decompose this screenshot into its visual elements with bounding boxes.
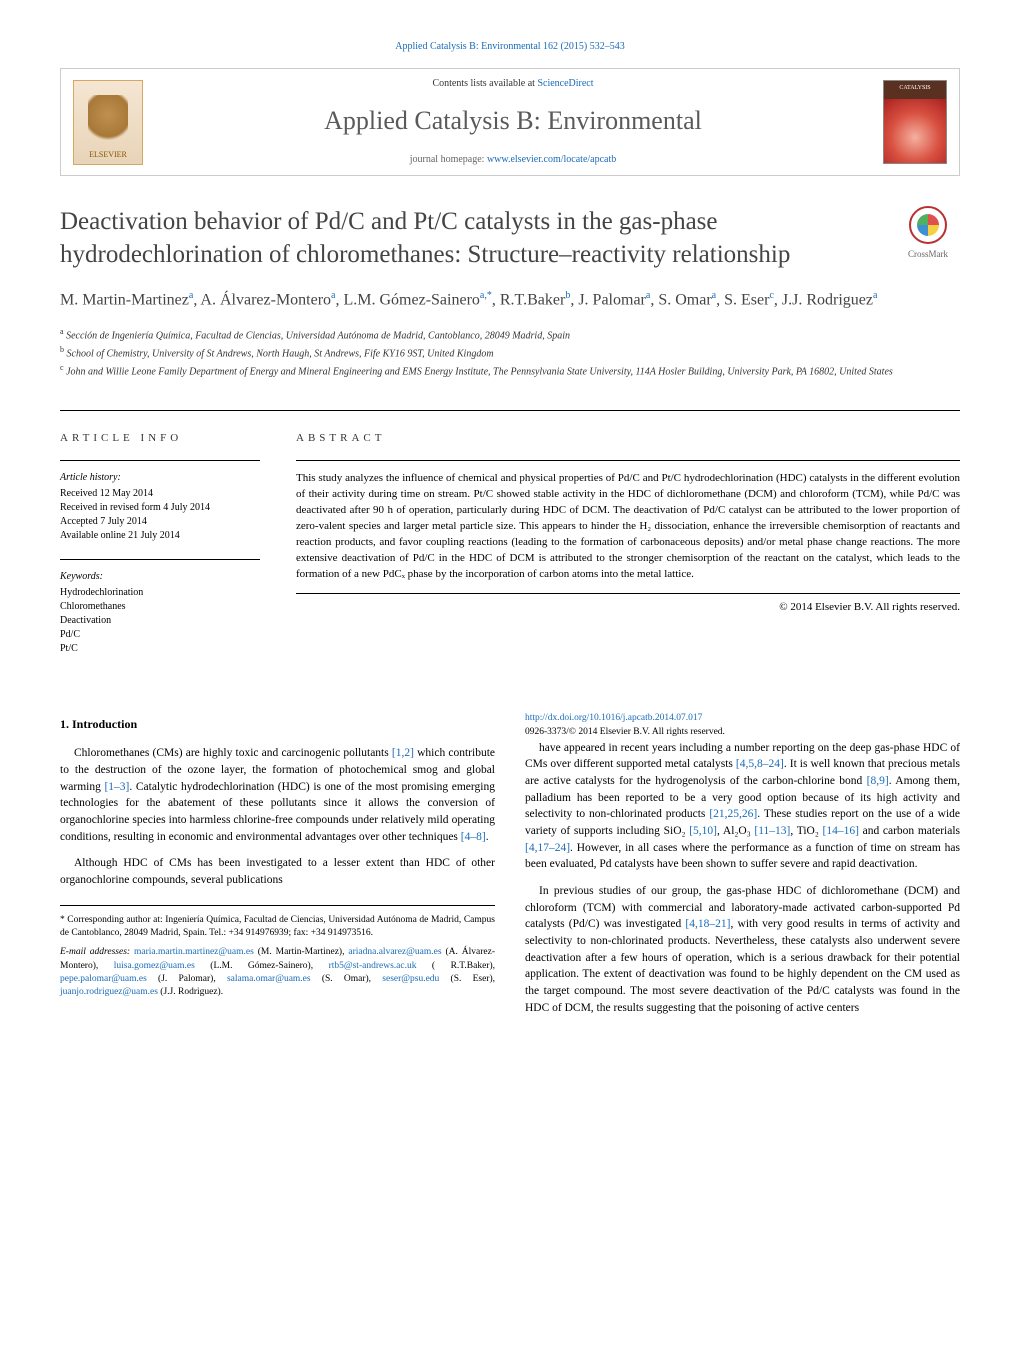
ref-link[interactable]: [4,18–21] xyxy=(685,918,730,930)
ref-link[interactable]: [14–16] xyxy=(823,825,859,837)
email-link[interactable]: rtb5@st-andrews.ac.uk xyxy=(329,961,417,971)
ref-link[interactable]: [1–3] xyxy=(104,781,129,793)
emails-label: E-mail addresses: xyxy=(60,947,134,957)
ref-link[interactable]: [11–13] xyxy=(754,825,790,837)
email-addresses: E-mail addresses: maria.martin.martinez@… xyxy=(60,946,495,999)
homepage-line: journal homepage: www.elsevier.com/locat… xyxy=(163,153,863,167)
keywords-label: Keywords: xyxy=(60,570,260,584)
authors-line: M. Martin-Martineza, A. Álvarez-Monteroa… xyxy=(60,289,960,312)
intro-p4: In previous studies of our group, the ga… xyxy=(525,883,960,1016)
corresponding-author: * Corresponding author at: Ingeniería Qu… xyxy=(60,914,495,941)
cover-thumb-art xyxy=(884,99,946,163)
ref-link[interactable]: [5,10] xyxy=(689,825,717,837)
email-link[interactable]: juanjo.rodriguez@uam.es xyxy=(60,987,158,997)
elsevier-label: ELSEVIER xyxy=(89,149,127,160)
homepage-link[interactable]: www.elsevier.com/locate/apcatb xyxy=(487,154,616,165)
homepage-prefix: journal homepage: xyxy=(410,154,487,165)
ref-link[interactable]: [21,25,26] xyxy=(709,808,757,820)
affiliations: a Sección de Ingeniería Química, Faculta… xyxy=(60,326,960,379)
keyword: Pt/C xyxy=(60,642,260,656)
ref-link[interactable]: [4–8] xyxy=(461,831,486,843)
keyword: Chloromethanes xyxy=(60,600,260,614)
crossmark-circle-icon xyxy=(909,206,947,244)
journal-name: Applied Catalysis B: Environmental xyxy=(163,103,863,139)
email-link[interactable]: salama.omar@uam.es xyxy=(227,974,311,984)
crossmark-label: CrossMark xyxy=(908,249,948,259)
email-link[interactable]: seser@psu.edu xyxy=(382,974,439,984)
received-date: Received 12 May 2014 xyxy=(60,487,260,501)
cover-thumb-label: CATALYSIS xyxy=(884,81,946,99)
crossmark-badge[interactable]: CrossMark xyxy=(896,206,960,261)
keyword: Hydrodechlorination xyxy=(60,586,260,600)
elsevier-tree-icon xyxy=(88,95,128,145)
history-label: Article history: xyxy=(60,471,260,485)
accepted-date: Accepted 7 July 2014 xyxy=(60,515,260,529)
revised-date: Received in revised form 4 July 2014 xyxy=(60,501,260,515)
intro-p3: have appeared in recent years including … xyxy=(525,740,960,873)
article-info-column: ARTICLE INFO Article history: Received 1… xyxy=(60,431,260,672)
email-link[interactable]: ariadna.alvarez@uam.es xyxy=(348,947,441,957)
ref-link[interactable]: [8,9] xyxy=(867,775,889,787)
abstract-heading: ABSTRACT xyxy=(296,431,960,446)
intro-heading: 1. Introduction xyxy=(60,716,495,733)
ref-link[interactable]: [4,17–24] xyxy=(525,842,570,854)
body-columns: 1. Introduction Chloromethanes (CMs) are… xyxy=(60,712,960,1018)
issn-copyright: 0926-3373/© 2014 Elsevier B.V. All right… xyxy=(525,727,725,737)
intro-p2: Although HDC of CMs has been investigate… xyxy=(60,855,495,888)
banner-center: Contents lists available at ScienceDirec… xyxy=(143,77,883,167)
abstract-text: This study analyzes the influence of che… xyxy=(296,460,960,583)
online-date: Available online 21 July 2014 xyxy=(60,529,260,543)
contents-prefix: Contents lists available at xyxy=(432,78,537,89)
doi-link[interactable]: http://dx.doi.org/10.1016/j.apcatb.2014.… xyxy=(525,713,702,723)
abstract-copyright: © 2014 Elsevier B.V. All rights reserved… xyxy=(296,593,960,615)
contents-line: Contents lists available at ScienceDirec… xyxy=(163,77,863,91)
article-title: Deactivation behavior of Pd/C and Pt/C c… xyxy=(60,206,876,271)
article-info-heading: ARTICLE INFO xyxy=(60,431,260,446)
citation-link[interactable]: Applied Catalysis B: Environmental 162 (… xyxy=(395,41,624,52)
keywords-list: HydrodechlorinationChloromethanesDeactiv… xyxy=(60,586,260,656)
journal-banner: ELSEVIER Contents lists available at Sci… xyxy=(60,68,960,176)
elsevier-logo: ELSEVIER xyxy=(73,80,143,165)
ref-link[interactable]: [1,2] xyxy=(392,747,414,759)
footnote-block: * Corresponding author at: Ingeniería Qu… xyxy=(60,905,495,1000)
journal-cover-thumb: CATALYSIS xyxy=(883,80,947,164)
email-link[interactable]: maria.martin.martinez@uam.es xyxy=(134,947,254,957)
keyword: Deactivation xyxy=(60,614,260,628)
keyword: Pd/C xyxy=(60,628,260,642)
sciencedirect-link[interactable]: ScienceDirect xyxy=(537,78,593,89)
ref-link[interactable]: [4,5,8–24] xyxy=(736,758,784,770)
doi-block: http://dx.doi.org/10.1016/j.apcatb.2014.… xyxy=(525,712,960,740)
intro-p1: Chloromethanes (CMs) are highly toxic an… xyxy=(60,745,495,845)
email-link[interactable]: luisa.gomez@uam.es xyxy=(114,961,195,971)
email-link[interactable]: pepe.palomar@uam.es xyxy=(60,974,147,984)
abstract-column: ABSTRACT This study analyzes the influen… xyxy=(296,431,960,672)
